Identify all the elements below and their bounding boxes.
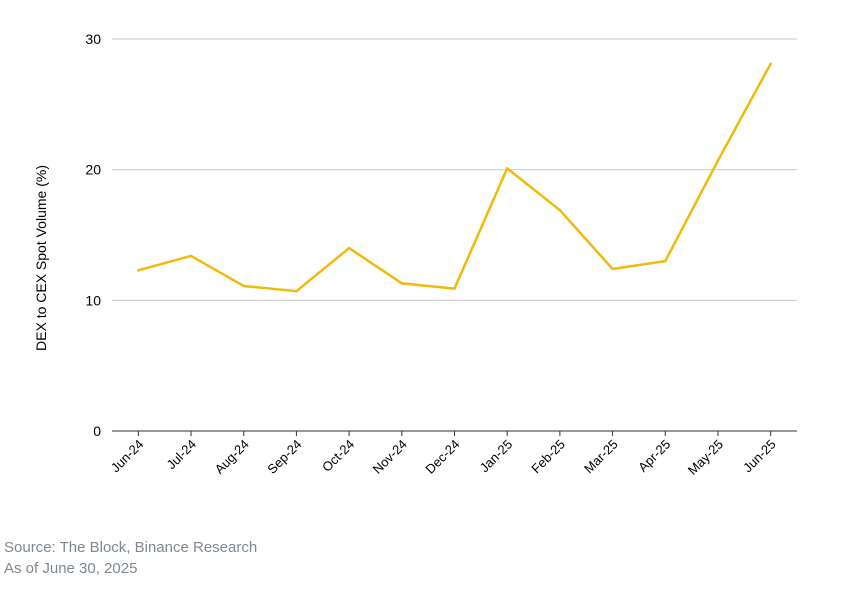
y-tick-label: 10 <box>85 292 101 308</box>
data-point <box>242 284 245 288</box>
x-tick-label: Mar-25 <box>581 437 621 477</box>
data-point <box>769 62 772 66</box>
x-tick-label: Apr-25 <box>635 437 673 475</box>
data-point <box>505 167 509 170</box>
data-point <box>664 259 667 263</box>
data-point <box>400 282 404 285</box>
x-tick-label: Jun-24 <box>108 437 147 476</box>
x-tick-label: Aug-24 <box>212 437 252 477</box>
x-tick-label: Jul-24 <box>164 437 200 473</box>
x-tick-label: Nov-24 <box>370 437 410 477</box>
series-line <box>137 62 772 293</box>
data-point <box>611 267 614 271</box>
y-axis-label: DEX to CEX Spot Volume (%) <box>33 165 49 351</box>
data-point <box>137 269 140 272</box>
data-point <box>558 208 562 212</box>
data-point <box>347 246 351 250</box>
y-axis-ticks: 0 10 20 30 <box>85 31 101 439</box>
y-tick-label: 0 <box>93 423 101 439</box>
x-tick-label: Jan-25 <box>477 437 516 476</box>
x-tick-label: Oct-24 <box>319 437 357 475</box>
y-tick-label: 20 <box>85 162 101 178</box>
y-tick-label: 30 <box>85 31 101 47</box>
x-axis-ticks: Jun-24 Jul-24 Aug-24 Sep-24 Oct-24 Nov-24 Dec-… <box>108 431 779 478</box>
x-tick-label: Feb-25 <box>528 437 568 477</box>
as-of-note: As of June 30, 2025 <box>4 560 138 577</box>
gridlines <box>112 38 797 301</box>
data-point <box>453 287 456 290</box>
series-group <box>137 62 772 293</box>
source-note: Source: The Block, Binance Research <box>4 539 258 556</box>
data-point <box>189 254 193 258</box>
x-tick-label: May-25 <box>685 437 726 478</box>
x-tick-label: Sep-24 <box>264 437 304 477</box>
x-tick-label: Dec-24 <box>422 437 462 477</box>
x-tick-label: Jun-25 <box>740 437 779 476</box>
data-point <box>295 289 298 293</box>
data-point <box>716 159 720 162</box>
